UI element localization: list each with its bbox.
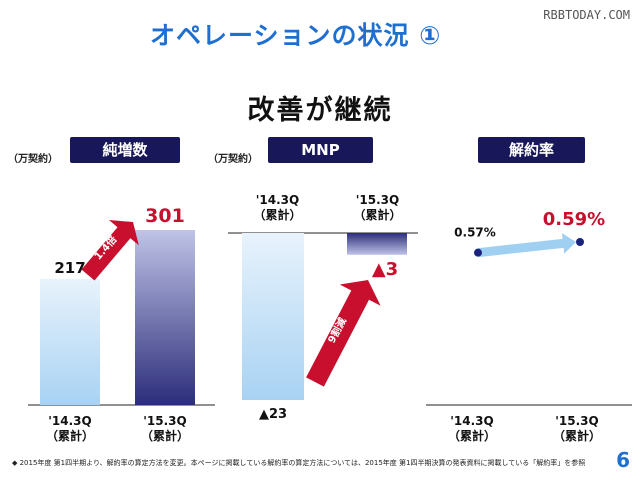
x-label-mnp-1-line1: '14.3Q bbox=[255, 193, 300, 207]
value-label-churn-2: 0.59% bbox=[543, 209, 605, 230]
bar-net-adds-1 bbox=[40, 278, 100, 405]
x-label-churn-1-line2: （累計） bbox=[447, 429, 496, 443]
value-label-churn-1: 0.57% bbox=[454, 226, 496, 240]
x-label-churn-1-line1: '14.3Q bbox=[450, 414, 494, 428]
page-subtitle: 改善が継続 bbox=[247, 95, 393, 126]
page-title: オペレーションの状況 ① bbox=[150, 21, 442, 50]
panel-title-net-adds: 純増数 bbox=[70, 137, 180, 163]
x-label-net-adds-2: '15.3Q （累計） bbox=[130, 414, 200, 444]
x-label-net-adds-1-line2: （累計） bbox=[45, 429, 94, 443]
value-label-net-adds-2: 301 bbox=[145, 205, 185, 227]
arrow-net-adds bbox=[81, 220, 139, 281]
panel-title-mnp: MNP bbox=[268, 137, 373, 163]
line-churn bbox=[477, 233, 576, 258]
x-label-net-adds-1-line1: '14.3Q bbox=[48, 414, 92, 428]
bar-net-adds-2 bbox=[135, 230, 195, 405]
footnote: ◆ 2015年度 第1四半期より、解約率の算定方法を変更。本ページに掲載している… bbox=[12, 459, 586, 467]
x-label-mnp-2: '15.3Q （累計） bbox=[340, 193, 415, 223]
point-churn-1 bbox=[474, 248, 482, 257]
x-label-mnp-2-line1: '15.3Q bbox=[355, 193, 400, 207]
x-label-churn-1: '14.3Q （累計） bbox=[437, 414, 507, 444]
unit-label-net-adds: （万契約） bbox=[8, 154, 58, 165]
x-label-mnp-2-line2: （累計） bbox=[353, 208, 402, 222]
value-label-net-adds-1: 217 bbox=[54, 259, 85, 277]
x-label-net-adds-1: '14.3Q （累計） bbox=[35, 414, 105, 444]
x-label-mnp-1: '14.3Q （累計） bbox=[240, 193, 315, 223]
x-label-net-adds-2-line1: '15.3Q bbox=[143, 414, 187, 428]
panel-title-churn: 解約率 bbox=[478, 137, 585, 163]
value-label-mnp-1: ▲23 bbox=[259, 407, 287, 422]
bar-mnp-1 bbox=[242, 233, 304, 400]
x-label-churn-2-line2: （累計） bbox=[552, 429, 601, 443]
point-churn-2 bbox=[576, 238, 584, 246]
arrow-mnp bbox=[306, 280, 381, 387]
x-label-net-adds-2-line2: （累計） bbox=[140, 429, 189, 443]
unit-label-mnp: （万契約） bbox=[208, 154, 258, 165]
x-label-churn-2: '15.3Q （累計） bbox=[542, 414, 612, 444]
value-label-mnp-2: ▲3 bbox=[372, 259, 398, 280]
x-label-churn-2-line1: '15.3Q bbox=[555, 414, 599, 428]
bar-mnp-2 bbox=[347, 233, 407, 255]
x-label-mnp-1-line2: （累計） bbox=[253, 208, 302, 222]
watermark: RBBTODAY.COM bbox=[543, 8, 630, 22]
page-number: 6 bbox=[616, 448, 630, 472]
